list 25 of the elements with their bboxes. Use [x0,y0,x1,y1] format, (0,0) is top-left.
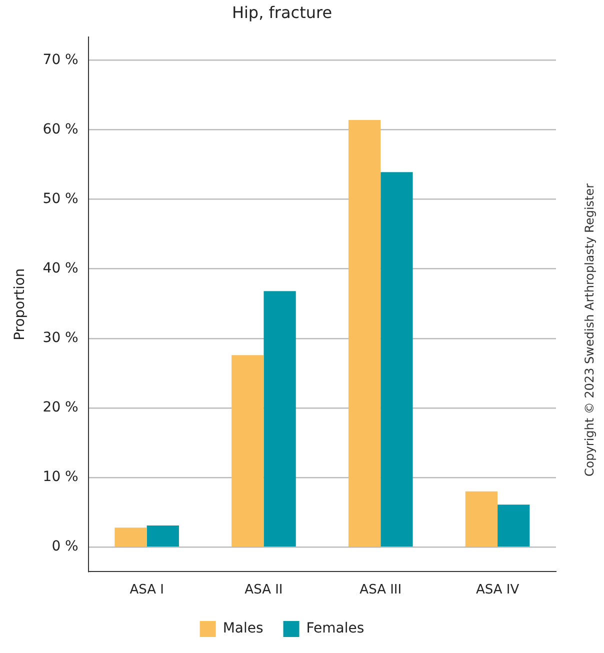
y-tick-label: 40 % [42,260,78,276]
bar [465,491,498,546]
y-tick-label: 10 % [42,469,78,486]
x-tick-label: ASA III [360,582,402,598]
x-tick-label: ASA II [244,582,283,598]
bar [380,172,413,546]
x-tick-label: ASA IV [476,582,520,598]
chart-title: Hip, fracture [232,2,332,22]
bar [114,528,147,546]
bar [146,525,179,546]
y-tick-label: 60 % [42,121,78,138]
bar [264,291,296,546]
legend-label: Males [222,620,264,637]
text: Copyright © 2023 Swedish Arthroplasty Register [582,183,597,477]
bar [232,355,264,546]
y-tick-label: 30 % [42,330,78,346]
y-tick-label: 70 % [42,52,78,68]
legend-label: Females [306,620,364,637]
y-tick-label: 0 % [52,538,78,555]
x-tick-label: ASA I [130,582,164,598]
y-tick-label: 20 % [42,400,78,416]
y-axis-title: Proportion [12,268,28,340]
bar [498,504,530,546]
y-tick-label: 50 % [42,190,78,207]
bar [348,120,381,546]
